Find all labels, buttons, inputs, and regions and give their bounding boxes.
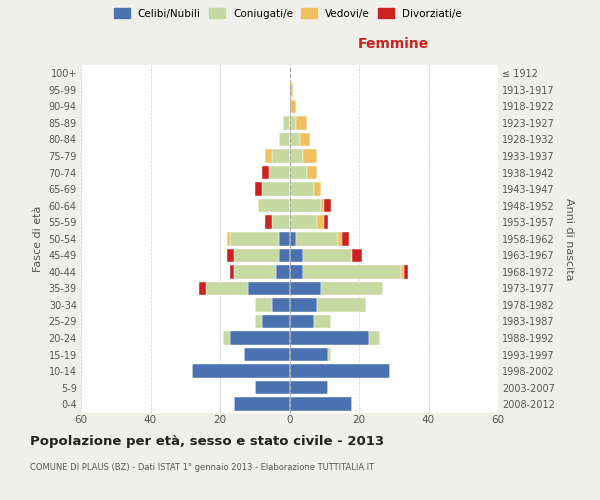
Bar xyxy=(290,364,390,378)
Bar xyxy=(290,332,370,345)
Y-axis label: Fasce di età: Fasce di età xyxy=(33,206,43,272)
Bar xyxy=(401,265,404,278)
Bar xyxy=(352,248,362,262)
Bar xyxy=(227,232,230,245)
Bar xyxy=(290,116,296,130)
Bar xyxy=(248,282,290,295)
Bar xyxy=(317,216,324,229)
Bar xyxy=(290,314,314,328)
Bar xyxy=(234,398,290,411)
Bar xyxy=(314,182,321,196)
Bar xyxy=(404,265,407,278)
Y-axis label: Anni di nascita: Anni di nascita xyxy=(565,198,574,280)
Bar xyxy=(341,232,349,245)
Bar xyxy=(255,298,272,312)
Bar xyxy=(234,265,275,278)
Bar xyxy=(314,314,331,328)
Bar xyxy=(230,265,234,278)
Bar xyxy=(262,314,290,328)
Bar xyxy=(300,132,310,146)
Bar xyxy=(206,282,248,295)
Bar xyxy=(290,348,328,362)
Bar xyxy=(279,232,290,245)
Bar xyxy=(262,182,290,196)
Bar xyxy=(265,216,272,229)
Bar xyxy=(290,381,328,394)
Bar xyxy=(290,182,314,196)
Bar xyxy=(255,381,290,394)
Bar xyxy=(272,298,290,312)
Bar xyxy=(255,314,262,328)
Bar xyxy=(296,116,307,130)
Bar xyxy=(265,149,272,163)
Bar xyxy=(338,232,341,245)
Bar xyxy=(290,83,293,96)
Bar xyxy=(290,216,317,229)
Bar xyxy=(223,332,230,345)
Bar xyxy=(304,265,401,278)
Bar xyxy=(324,216,328,229)
Bar xyxy=(296,232,338,245)
Bar xyxy=(227,248,234,262)
Bar xyxy=(244,348,290,362)
Bar xyxy=(304,149,317,163)
Bar xyxy=(321,199,324,212)
Legend: Celibi/Nubili, Coniugati/e, Vedovi/e, Divorziati/e: Celibi/Nubili, Coniugati/e, Vedovi/e, Di… xyxy=(111,5,465,21)
Bar xyxy=(230,232,279,245)
Bar xyxy=(192,364,290,378)
Bar xyxy=(290,265,304,278)
Text: Femmine: Femmine xyxy=(358,37,430,51)
Bar xyxy=(279,248,290,262)
Bar xyxy=(290,100,296,113)
Bar xyxy=(324,199,331,212)
Bar xyxy=(272,149,290,163)
Bar xyxy=(234,248,279,262)
Bar xyxy=(290,166,307,179)
Text: COMUNE DI PLAUS (BZ) - Dati ISTAT 1° gennaio 2013 - Elaborazione TUTTITALIA.IT: COMUNE DI PLAUS (BZ) - Dati ISTAT 1° gen… xyxy=(30,462,374,471)
Bar xyxy=(290,248,304,262)
Bar xyxy=(321,282,383,295)
Bar xyxy=(290,398,352,411)
Bar xyxy=(290,298,317,312)
Bar xyxy=(290,282,321,295)
Bar xyxy=(290,199,321,212)
Bar xyxy=(258,199,290,212)
Bar xyxy=(255,182,262,196)
Bar xyxy=(283,116,290,130)
Bar xyxy=(269,166,290,179)
Bar xyxy=(275,265,290,278)
Bar xyxy=(290,232,296,245)
Bar xyxy=(272,216,290,229)
Bar xyxy=(262,166,269,179)
Bar xyxy=(279,132,290,146)
Bar xyxy=(199,282,206,295)
Bar xyxy=(328,348,331,362)
Bar xyxy=(290,132,300,146)
Bar xyxy=(370,332,380,345)
Bar xyxy=(290,149,304,163)
Bar xyxy=(304,248,352,262)
Text: Popolazione per età, sesso e stato civile - 2013: Popolazione per età, sesso e stato civil… xyxy=(30,435,384,448)
Bar xyxy=(317,298,366,312)
Bar xyxy=(307,166,317,179)
Bar xyxy=(230,332,290,345)
